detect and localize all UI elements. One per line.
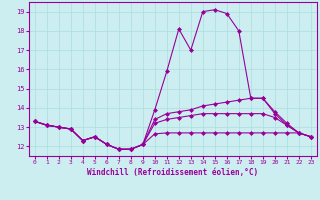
X-axis label: Windchill (Refroidissement éolien,°C): Windchill (Refroidissement éolien,°C) [87, 168, 258, 177]
